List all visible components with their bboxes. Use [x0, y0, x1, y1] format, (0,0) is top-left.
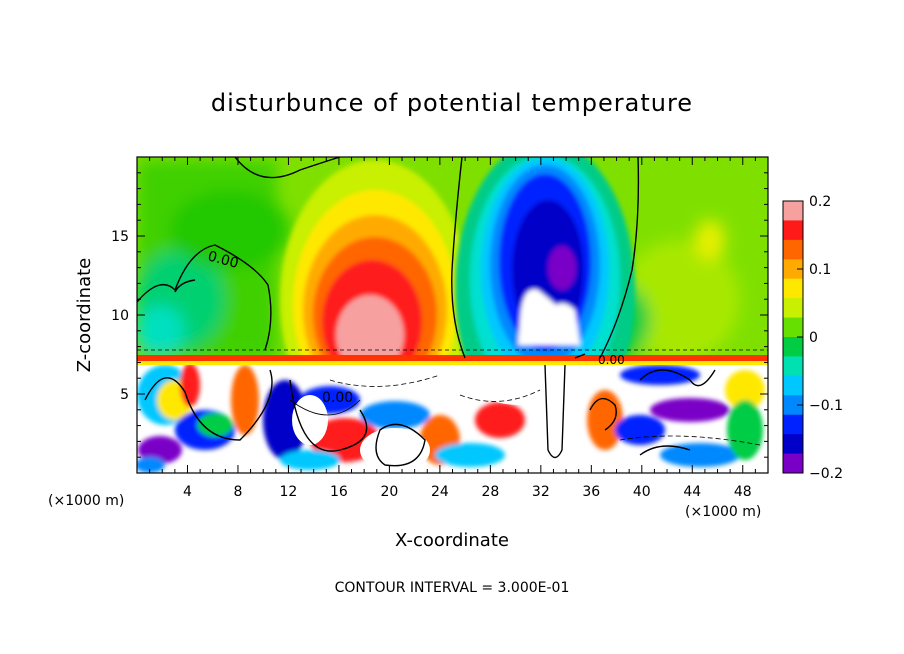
- colorbar-swatch: [783, 414, 803, 435]
- y-tick-label: 10: [111, 308, 129, 324]
- colorbar-tick-label: 0.1: [809, 262, 831, 278]
- x-unit-right: (×1000 m): [685, 504, 761, 520]
- x-axis: 4 8 12 16 20 24 28 32 36 40 44 48: [149, 157, 756, 500]
- y-tick-label: 5: [120, 387, 129, 403]
- colorbar-swatch: [783, 220, 803, 241]
- contour-label: 0.00: [322, 390, 353, 406]
- contour-label: 0.00: [206, 248, 240, 272]
- x-tick-label: 28: [481, 484, 499, 500]
- colorbar-swatch: [783, 201, 803, 221]
- contour-interval-note: CONTOUR INTERVAL = 3.000E-01: [335, 580, 570, 596]
- contour-lines: [137, 157, 768, 467]
- colorbar-swatch: [783, 375, 803, 396]
- contour-label: 0.00: [598, 353, 625, 367]
- x-tick-label: 44: [683, 484, 701, 500]
- x-axis-label: X-coordinate: [395, 530, 509, 551]
- colorbar-swatch: [783, 337, 803, 357]
- colorbar-swatch: [783, 259, 803, 280]
- x-tick-label: 32: [532, 484, 550, 500]
- x-tick-label: 12: [280, 484, 298, 500]
- colorbar-swatch: [783, 434, 803, 455]
- x-tick-label: 24: [431, 484, 449, 500]
- y-axis: 5 10 15: [111, 172, 768, 458]
- x-tick-label: 4: [183, 484, 192, 500]
- x-tick-label: 20: [380, 484, 398, 500]
- x-tick-label: 8: [233, 484, 242, 500]
- x-tick-label: 40: [633, 484, 651, 500]
- x-tick-label: 16: [330, 484, 348, 500]
- colorbar-swatch: [783, 317, 803, 338]
- x-unit-left: (×1000 m): [48, 493, 124, 509]
- colorbar-tick-label: −0.2: [809, 466, 843, 482]
- chart-title: disturbunce of potential temperature: [211, 89, 693, 117]
- colorbar-swatch: [783, 298, 803, 319]
- colorbar-tick-label: −0.1: [809, 398, 843, 414]
- colorbar-swatch: [783, 395, 803, 416]
- colorbar-swatch: [783, 278, 803, 299]
- colorbar-swatch: [783, 356, 803, 377]
- colorbar-tick-label: 0: [809, 330, 818, 346]
- colorbar-swatch: [783, 453, 803, 474]
- contour-labels: 0.00 0.00 0.00: [206, 248, 625, 406]
- y-tick-label: 15: [111, 229, 129, 245]
- x-tick-label: 36: [582, 484, 600, 500]
- x-tick-label: 48: [734, 484, 752, 500]
- colorbar-tick-label: 0.2: [809, 194, 831, 210]
- y-axis-label: Z-coordinate: [74, 258, 95, 373]
- plot-area: 0.00 0.00 0.00: [137, 157, 768, 473]
- turbulent-layer: [137, 355, 768, 473]
- colorbar-swatch: [783, 239, 803, 260]
- colorbar: 0.2 0.1 0 −0.1 −0.2: [782, 194, 843, 482]
